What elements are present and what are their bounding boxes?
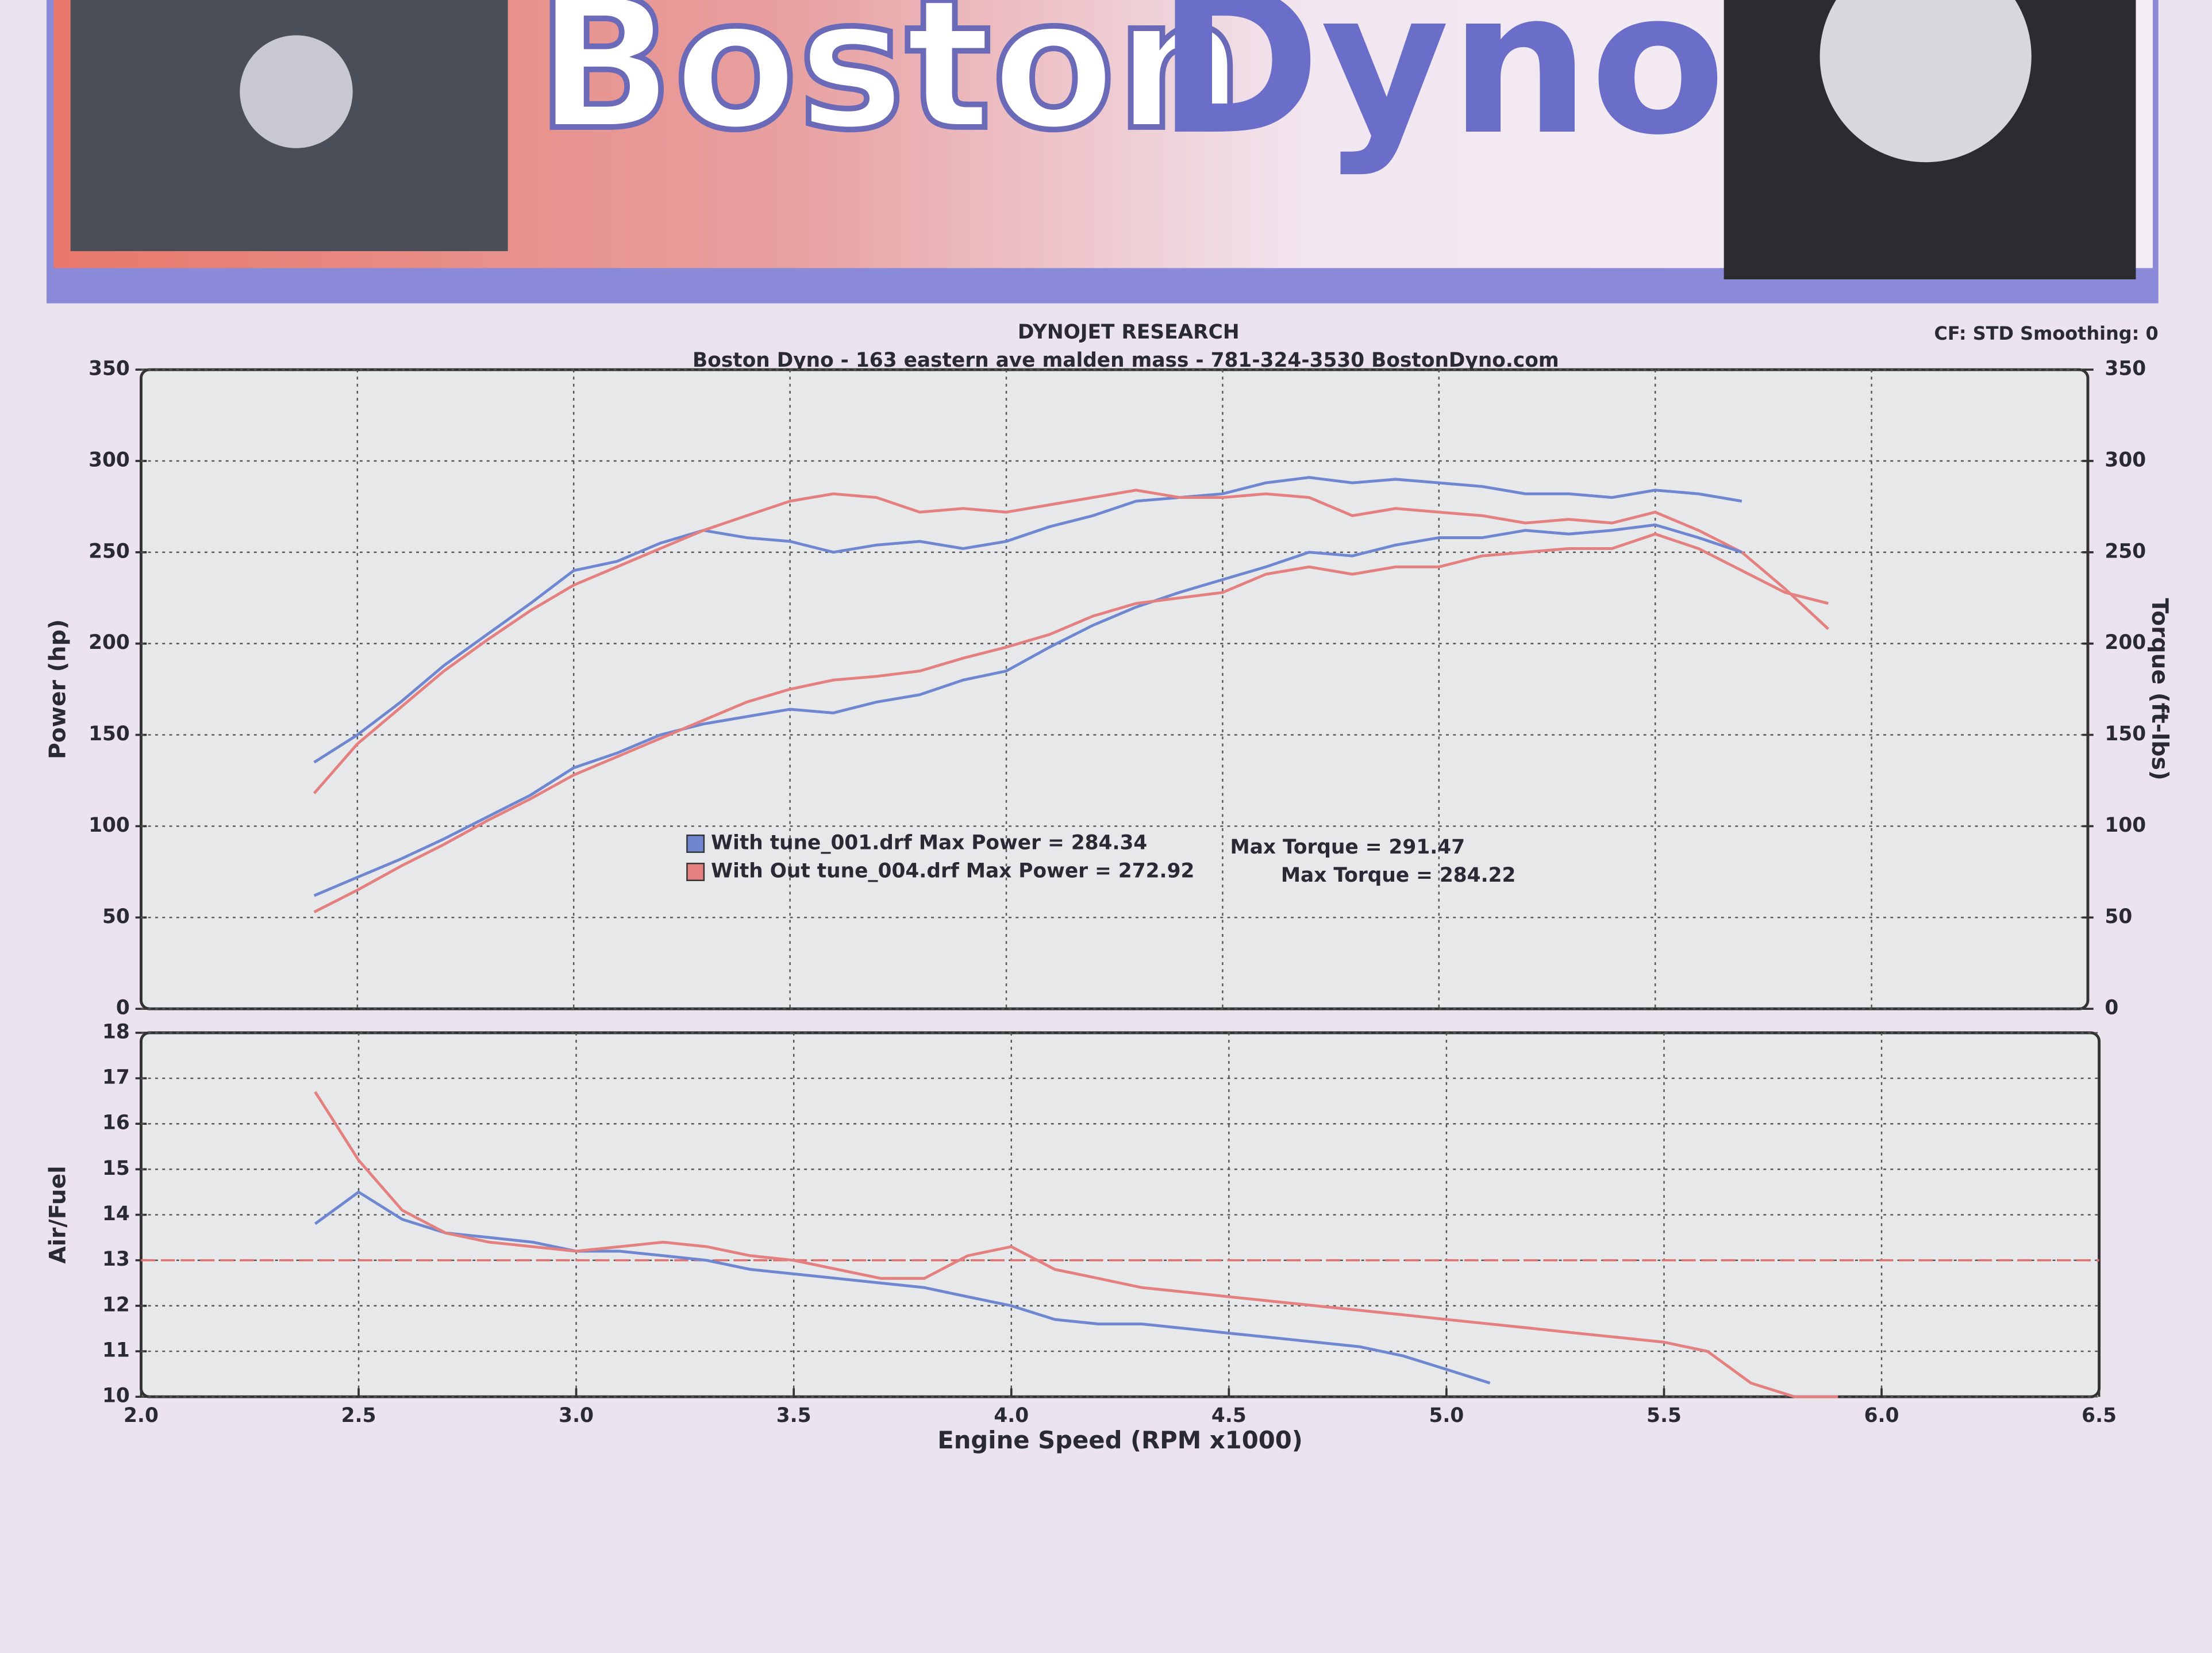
- plot-area: [140, 1031, 2101, 1398]
- legend-swatch: [686, 834, 705, 853]
- series-line: [314, 1190, 1491, 1385]
- y-tick-label: 200: [89, 631, 130, 654]
- legend-label: With tune_001.drf Max Power = 284.34: [711, 831, 1147, 854]
- y-tick-label: 13: [102, 1248, 130, 1271]
- x-tick-label: 3.5: [776, 1404, 811, 1427]
- banner-logo-left: Boston: [536, 0, 1244, 170]
- banner-logo-right: Dyno: [1157, 0, 1726, 179]
- y2-tick-label: 150: [2105, 722, 2146, 745]
- y-tick-label: 18: [102, 1020, 130, 1043]
- y2-tick-label: 50: [2105, 905, 2132, 928]
- y2-axis-label: Torque (ft-lbs): [2146, 598, 2172, 781]
- x-tick-label: 2.5: [341, 1404, 376, 1427]
- x-tick-label: 5.0: [1429, 1404, 1464, 1427]
- y-axis-label: Power (hp): [45, 619, 71, 759]
- y-tick-label: 0: [116, 997, 130, 1020]
- series-line: [313, 532, 1829, 913]
- legend-torque: Max Torque = 284.22: [1281, 864, 1516, 887]
- x-tick-label: 4.5: [1211, 1404, 1247, 1427]
- x-tick-label: 3.0: [559, 1404, 594, 1427]
- y2-tick-label: 100: [2105, 814, 2146, 837]
- plot-area: [140, 368, 2090, 1010]
- y-tick-label: 150: [89, 722, 130, 745]
- y-tick-label: 14: [102, 1202, 130, 1225]
- y-tick-label: 100: [89, 814, 130, 837]
- series-line: [313, 523, 1742, 897]
- y2-tick-label: 200: [2105, 631, 2146, 654]
- y-tick-label: 16: [102, 1112, 130, 1135]
- y-tick-label: 50: [102, 905, 130, 928]
- series-line: [314, 1091, 1838, 1398]
- x-tick-label: 6.5: [2082, 1404, 2117, 1427]
- y-tick-label: 10: [102, 1385, 130, 1408]
- y2-tick-label: 250: [2105, 540, 2146, 563]
- series-line: [313, 476, 1742, 764]
- y-tick-label: 15: [102, 1157, 130, 1180]
- y2-tick-label: 350: [2105, 357, 2146, 380]
- chart-title: DYNOJET RESEARCH: [1018, 321, 1240, 344]
- x-axis-label: Engine Speed (RPM x1000): [937, 1426, 1303, 1454]
- x-tick-label: 6.0: [1864, 1404, 1899, 1427]
- banner-photo-detail: [240, 35, 353, 148]
- settings: CF: STD Smoothing: 0: [1934, 322, 2158, 344]
- x-tick-label: 2.0: [124, 1404, 159, 1427]
- legend-label: With Out tune_004.drf Max Power = 272.92: [711, 860, 1194, 883]
- y2-tick-label: 300: [2105, 449, 2146, 472]
- y-tick-label: 250: [89, 540, 130, 563]
- y-tick-label: 300: [89, 449, 130, 472]
- y-tick-label: 11: [102, 1339, 130, 1362]
- y-axis-label: Air/Fuel: [45, 1166, 71, 1263]
- banner-photo-detail: [1819, 0, 2032, 163]
- y-tick-label: 12: [102, 1293, 130, 1316]
- x-tick-label: 5.5: [1647, 1404, 1682, 1427]
- legend-torque: Max Torque = 291.47: [1230, 836, 1465, 859]
- y-tick-label: 17: [102, 1066, 130, 1089]
- banner: Boston Dyno: [47, 0, 2159, 303]
- chart-subtitle: Boston Dyno - 163 eastern ave malden mas…: [693, 349, 1559, 372]
- series-line: [313, 489, 1829, 794]
- y-tick-label: 350: [89, 357, 130, 380]
- x-tick-label: 4.0: [994, 1404, 1029, 1427]
- legend-swatch: [686, 863, 705, 881]
- plots: 0 50 100 150 200 250 300 350 0 50 100 150 200 250 300 3…: [45, 357, 2173, 1454]
- y2-tick-label: 0: [2105, 997, 2118, 1020]
